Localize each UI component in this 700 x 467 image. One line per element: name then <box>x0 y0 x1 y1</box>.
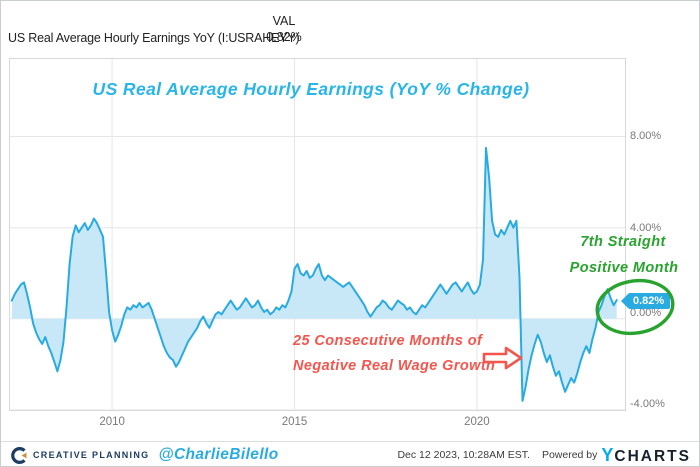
series-legend-label: US Real Average Hourly Earnings YoY (I:U… <box>8 31 300 45</box>
y-axis-tick-label: 0.00% <box>630 306 662 319</box>
twitter-handle: @CharlieBilello <box>158 446 279 463</box>
val-column-value: 0.82% <box>266 30 302 44</box>
plot-area <box>9 58 626 411</box>
circle-highlight-icon <box>595 278 675 336</box>
brand-name: CREATIVE PLANNING <box>33 450 150 460</box>
series-area-chart <box>10 59 625 410</box>
right-arrow-icon <box>482 346 523 370</box>
footer-bar: CREATIVE PLANNING @CharlieBilello Dec 12… <box>1 441 699 466</box>
ycharts-logo-y: Y <box>601 444 615 465</box>
x-axis-tick-label: 2020 <box>464 416 490 428</box>
y-axis-tick-label: -4.00% <box>630 398 665 410</box>
footer-brand-group: CREATIVE PLANNING @CharlieBilello <box>11 442 279 466</box>
negative-streak-line1: 25 Consecutive Months of <box>293 333 483 349</box>
powered-by-label: Powered by <box>541 449 598 461</box>
negative-streak-line2: Negative Real Wage Growth <box>293 358 496 374</box>
positive-streak-line1: 7th Straight <box>580 234 666 250</box>
footer-credit-group: Dec 12 2023, 10:28AM EST. Powered by YCH… <box>397 442 691 466</box>
positive-streak-line2: Positive Month <box>569 260 679 276</box>
timestamp: Dec 12 2023, 10:28AM EST. <box>397 449 530 461</box>
y-axis-tick-label: 8.00% <box>630 130 662 143</box>
last-value-badge: 0.82% <box>620 293 671 309</box>
chart-title: US Real Average Hourly Earnings (YoY % C… <box>92 79 530 99</box>
val-column-header: VAL <box>272 14 296 28</box>
ycharts-logo: YCHARTS <box>601 445 691 466</box>
ycharts-logo-charts: CHARTS <box>614 447 691 465</box>
negative-streak-annotation: 25 Consecutive Months of Negative Real W… <box>293 329 495 379</box>
x-axis-tick-label: 2015 <box>281 416 308 428</box>
y-axis-tick-label: 4.00% <box>630 221 662 234</box>
creative-planning-logo-icon <box>11 446 27 464</box>
x-axis-tick-label: 2010 <box>99 416 125 428</box>
